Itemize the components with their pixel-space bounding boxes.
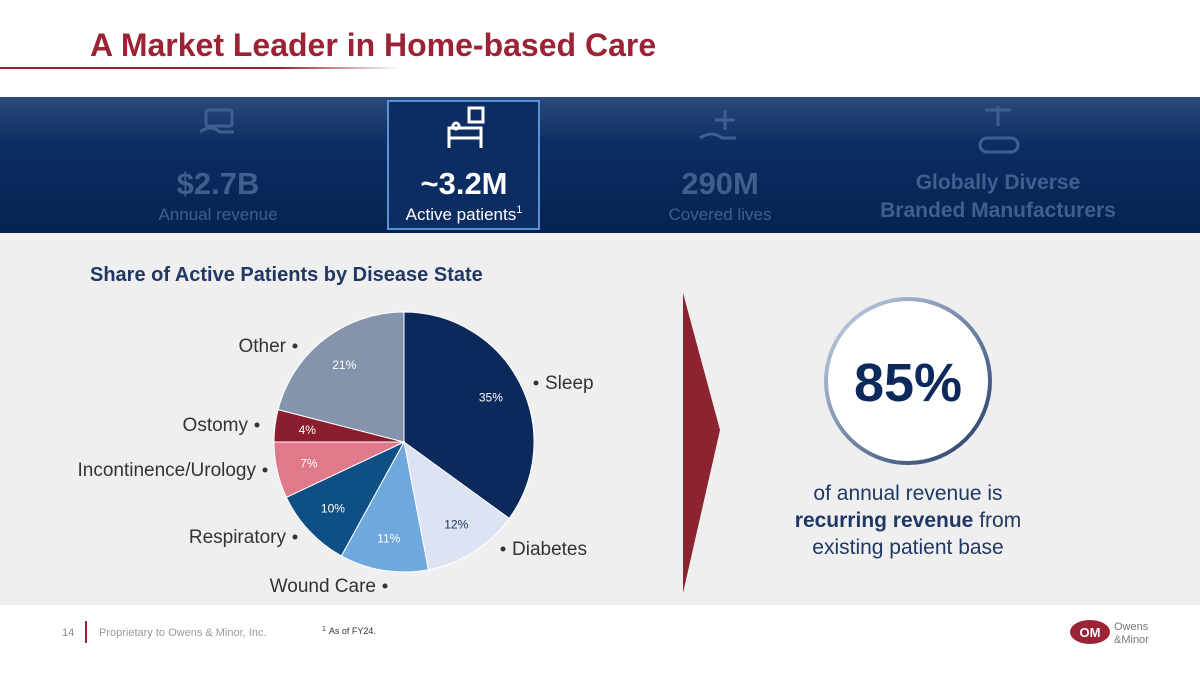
callout-circle xyxy=(824,297,992,465)
kpi-label: Active patients1 xyxy=(406,204,523,224)
label-bullet xyxy=(292,343,298,349)
slice-category-label: Diabetes xyxy=(512,539,587,560)
footnote-mark: 1 xyxy=(516,204,522,216)
footer-divider xyxy=(85,621,87,643)
footnote-mark: 1 xyxy=(322,626,326,633)
slice-value-label: 11% xyxy=(377,531,400,545)
callout-value: 85% xyxy=(854,353,962,413)
slice-value-label: 7% xyxy=(300,456,318,470)
label-bullet xyxy=(254,422,260,428)
slice-value-label: 12% xyxy=(444,517,468,531)
logo-text: Owens xyxy=(1114,621,1149,633)
kpi-value: 290M xyxy=(681,166,759,201)
callout-text: from xyxy=(973,509,1021,532)
label-bullet xyxy=(262,467,268,473)
callout-emphasis: recurring revenue xyxy=(795,509,974,532)
slice-category-label: Sleep xyxy=(545,373,594,394)
slice-category-label: Ostomy xyxy=(183,415,249,436)
pie-slice xyxy=(403,440,510,571)
kpi-label-text: Covered lives xyxy=(669,205,772,224)
slide-title: A Market Leader in Home-based Care xyxy=(90,27,656,63)
content-panel xyxy=(0,233,1200,605)
kpi-label: Annual revenue xyxy=(158,205,277,224)
icon-coverage xyxy=(699,110,736,140)
callout-text: recurring revenue from xyxy=(795,509,1021,532)
footnote-text: As of FY24. xyxy=(329,626,376,636)
slice-value-label: 35% xyxy=(479,391,503,405)
slice-value-label: 10% xyxy=(321,502,345,516)
proprietary-notice: Proprietary to Owens & Minor, Inc. xyxy=(99,627,267,639)
logo-shape xyxy=(1070,620,1110,644)
callout-text: of annual revenue is xyxy=(813,482,1002,505)
pie-slice xyxy=(277,311,405,443)
kpi-label-text: Active patients xyxy=(406,205,517,224)
kpi-text: Globally Diverse xyxy=(916,171,1081,194)
kpi-value: $2.7B xyxy=(177,166,260,201)
label-bullet xyxy=(292,534,298,540)
page-number: 14 xyxy=(62,627,74,639)
title-rule xyxy=(0,67,400,69)
icon-money xyxy=(199,108,234,134)
slice-category-label: Incontinence/Urology xyxy=(78,460,257,481)
kpi-label: Covered lives xyxy=(669,205,772,224)
slice-value-label: 4% xyxy=(299,423,317,437)
label-bullet xyxy=(500,546,506,552)
slice-category-label: Respiratory xyxy=(189,527,287,548)
kpi-band xyxy=(0,97,1200,233)
chart-title: Share of Active Patients by Disease Stat… xyxy=(90,264,483,286)
kpi-label-text: Annual revenue xyxy=(158,205,277,224)
logo-mark: OM xyxy=(1080,625,1101,640)
arrow xyxy=(683,293,720,593)
pie-slice xyxy=(403,311,535,520)
callout-text: existing patient base xyxy=(812,536,1003,559)
kpi-text: Branded Manufacturers xyxy=(880,199,1116,222)
label-bullet xyxy=(382,583,388,589)
pie-slice xyxy=(285,440,406,557)
footnote: 1 As of FY24. xyxy=(322,626,376,636)
kpi-value: ~3.2M xyxy=(420,166,507,201)
pie-slice xyxy=(340,440,429,573)
logo-text: &Minor xyxy=(1114,634,1149,646)
slice-category-label: Wound Care xyxy=(270,576,376,597)
label-bullet xyxy=(533,380,539,386)
icon-patient xyxy=(447,106,485,148)
slice-category-label: Other xyxy=(238,336,286,357)
kpi-highlight xyxy=(387,100,540,230)
slice-value-label: 21% xyxy=(332,358,356,372)
icon-manufacturing xyxy=(978,106,1020,154)
